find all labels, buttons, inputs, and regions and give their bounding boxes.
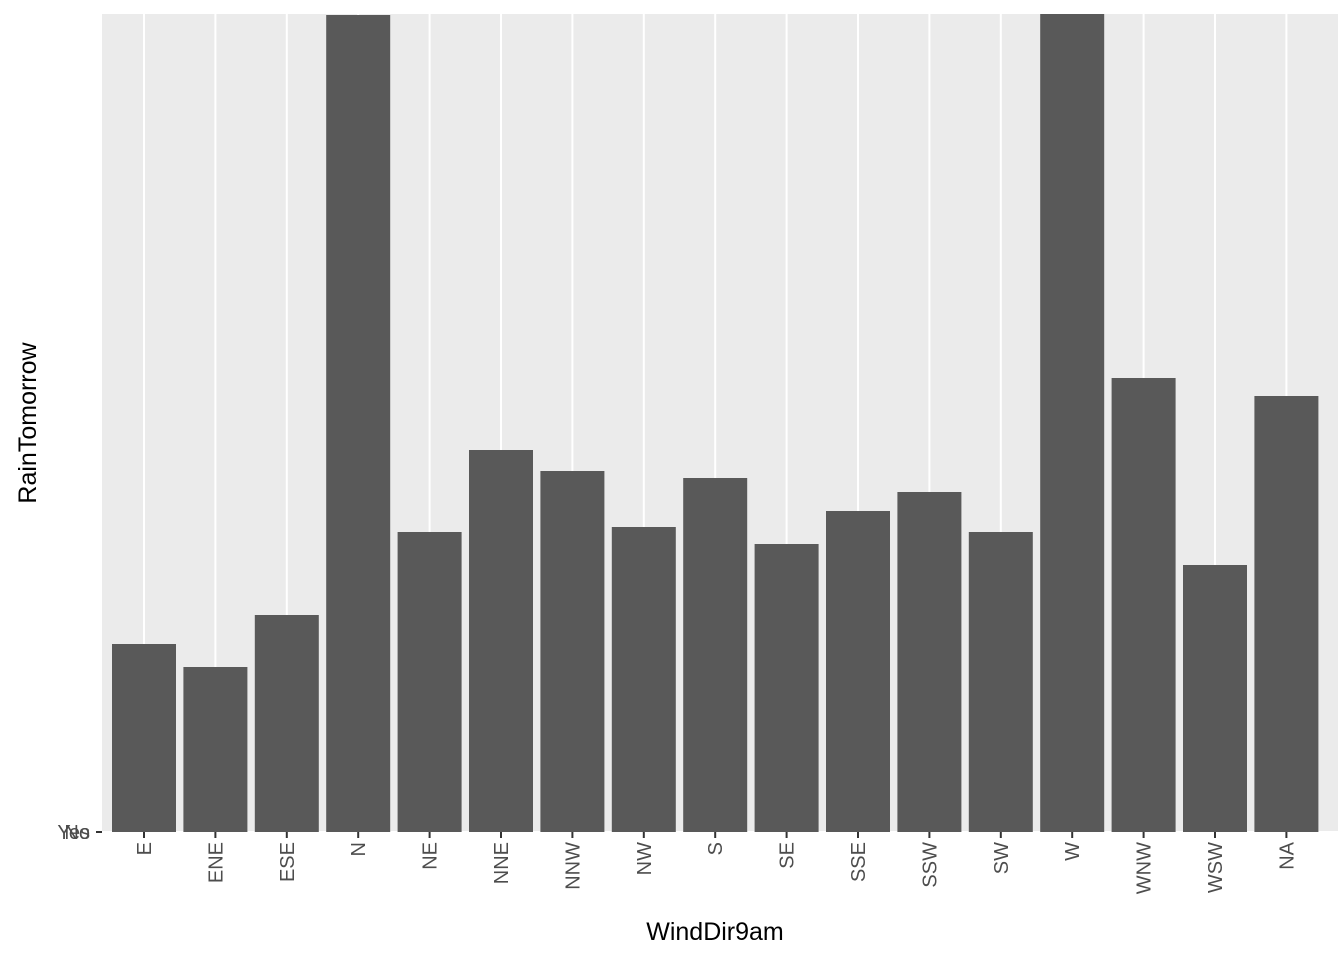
bar-wnw [1111, 378, 1176, 832]
bar-ne [397, 532, 462, 832]
x-tick-label: W [1062, 842, 1084, 861]
x-tick-label: WNW [1134, 842, 1156, 894]
bar-n [326, 15, 391, 832]
y-axis-title: RainTomorrow [14, 341, 42, 503]
x-tick-label: N [348, 842, 370, 856]
bar-ene [183, 667, 248, 832]
bar-nne [469, 450, 533, 832]
bars [112, 14, 1319, 832]
bar-nw [611, 527, 676, 832]
x-axis-title: WindDir9am [646, 918, 784, 946]
bar-nnw [540, 471, 605, 832]
bar-ssw [897, 492, 962, 832]
x-tick-label: NNE [491, 842, 513, 884]
x-tick-label: S [705, 842, 727, 855]
bar-sse [826, 511, 890, 832]
x-tick-label: NNW [562, 842, 584, 890]
x-tick-label: SSW [919, 842, 941, 888]
bar-e [112, 644, 176, 832]
x-tick-label: SSE [848, 842, 870, 882]
x-tick-label: NW [634, 842, 656, 875]
y-tick-label: No [64, 822, 90, 844]
x-axis: E ENE ESE N NE NNE NNW NW S SE SSE SSW SW W WNW WSW NA [134, 832, 1298, 894]
bar-wsw [1183, 565, 1247, 832]
bar-se [754, 544, 819, 832]
bar-s [683, 478, 748, 832]
x-tick-label: WSW [1205, 842, 1227, 893]
x-tick-label: ENE [205, 842, 227, 883]
bar-w [1040, 14, 1105, 832]
bar-sw [968, 532, 1033, 832]
x-tick-label: ESE [277, 842, 299, 882]
x-tick-label: SE [777, 842, 799, 869]
y-tick-label: Yes [57, 822, 90, 844]
x-tick-label: SW [991, 842, 1013, 874]
bar-na [1254, 396, 1319, 832]
bar-ese [254, 615, 319, 832]
x-tick-label: NA [1276, 841, 1298, 869]
x-tick-label: E [134, 842, 156, 855]
x-tick-label: NE [420, 842, 442, 870]
